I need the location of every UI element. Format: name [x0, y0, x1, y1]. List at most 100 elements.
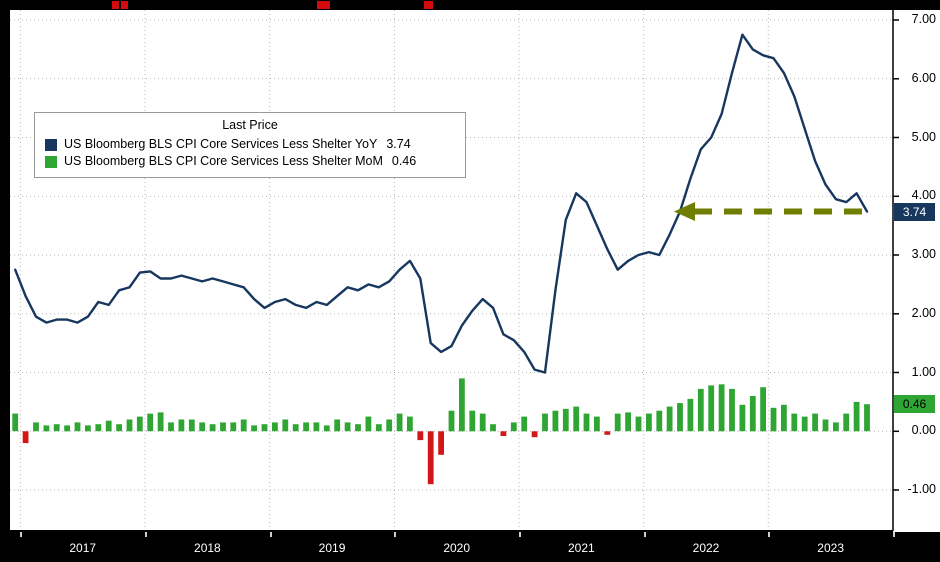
mom-bar[interactable] [864, 404, 870, 432]
mom-bar[interactable] [448, 410, 455, 432]
last-price-tag: 0.46 [894, 395, 935, 414]
mom-bar[interactable] [635, 416, 642, 432]
mom-bar[interactable] [396, 413, 403, 432]
mom-bar[interactable] [53, 424, 60, 432]
mom-bar[interactable] [74, 422, 81, 432]
mom-bar[interactable] [344, 422, 351, 432]
mom-bar[interactable] [43, 425, 50, 432]
mom-bar[interactable] [729, 388, 735, 432]
mom-bar[interactable] [178, 419, 185, 432]
mom-bar[interactable] [583, 413, 590, 432]
x-axis-year-label: 2020 [443, 541, 471, 555]
mom-bar[interactable] [749, 396, 756, 432]
mom-bar[interactable] [770, 407, 777, 432]
mom-bar[interactable] [822, 419, 829, 432]
mom-bar[interactable] [261, 424, 268, 432]
mom-bar[interactable] [251, 425, 257, 432]
legend-value-mom: 0.46 [391, 154, 417, 168]
mom-bar[interactable] [64, 425, 70, 432]
mom-bar[interactable] [500, 431, 507, 436]
mom-bar[interactable] [375, 424, 382, 432]
mom-bar[interactable] [157, 412, 164, 432]
mom-bar[interactable] [739, 404, 746, 432]
mom-bar[interactable] [282, 419, 289, 432]
mom-bar[interactable] [781, 404, 787, 432]
mom-bar[interactable] [407, 416, 413, 432]
mom-bar[interactable] [292, 424, 299, 432]
mom-bar[interactable] [95, 424, 102, 432]
x-axis-tick [768, 532, 770, 537]
mom-bar[interactable] [531, 431, 538, 438]
x-axis-tick [145, 532, 147, 537]
mom-bar[interactable] [833, 422, 839, 432]
mom-bar[interactable] [188, 419, 195, 432]
toolbar-red-fragment-icon [424, 1, 433, 9]
legend-box: Last Price US Bloomberg BLS CPI Core Ser… [34, 112, 466, 178]
mom-bar[interactable] [562, 408, 569, 432]
mom-bar[interactable] [386, 419, 393, 432]
mom-bar[interactable] [469, 410, 476, 432]
mom-bar[interactable] [220, 422, 226, 432]
mom-bar[interactable] [521, 416, 528, 432]
mom-bar[interactable] [303, 422, 309, 432]
mom-bar[interactable] [490, 424, 496, 432]
mom-bar[interactable] [105, 420, 112, 432]
mom-bar[interactable] [573, 406, 580, 432]
mom-bar[interactable] [22, 431, 29, 444]
mom-bar[interactable] [625, 412, 631, 432]
mom-bar[interactable] [427, 431, 434, 485]
mom-bar[interactable] [272, 422, 278, 432]
mom-bar[interactable] [542, 413, 548, 432]
mom-bar[interactable] [85, 425, 91, 432]
yoy-line[interactable] [13, 33, 869, 374]
x-axis-tick [644, 532, 646, 537]
mom-bar[interactable] [510, 422, 517, 432]
mom-bar[interactable] [459, 378, 465, 432]
mom-bar[interactable] [334, 419, 341, 432]
mom-bar[interactable] [126, 419, 133, 432]
mom-bar[interactable] [853, 401, 860, 432]
y-axis-label: 5.00 [911, 129, 936, 144]
mom-bar[interactable] [552, 410, 559, 432]
mom-bar[interactable] [760, 387, 766, 432]
mom-bar[interactable] [666, 406, 673, 432]
mom-bar[interactable] [677, 403, 683, 432]
mom-bar[interactable] [365, 416, 372, 432]
mom-bar[interactable] [656, 410, 663, 432]
mom-bar[interactable] [323, 425, 330, 432]
mom-bar[interactable] [604, 431, 611, 435]
left-border-strip [0, 0, 10, 562]
legend-item-yoy[interactable]: US Bloomberg BLS CPI Core Services Less … [45, 136, 455, 153]
mom-bar[interactable] [843, 413, 850, 432]
mom-bar[interactable] [718, 384, 725, 432]
mom-bar[interactable] [697, 388, 704, 432]
mom-bar[interactable] [116, 424, 122, 432]
mom-bar[interactable] [479, 413, 486, 432]
mom-bar[interactable] [791, 413, 798, 432]
mom-bar[interactable] [801, 416, 808, 432]
mom-bar[interactable] [230, 422, 237, 432]
mom-bar[interactable] [136, 416, 143, 432]
mom-bar[interactable] [614, 413, 621, 432]
mom-bar[interactable] [199, 422, 206, 432]
mom-bar[interactable] [209, 424, 216, 432]
mom-bar[interactable] [687, 398, 694, 432]
mom-bar[interactable] [355, 424, 361, 432]
mom-bar[interactable] [594, 416, 600, 432]
yoy-color-swatch-icon [45, 138, 57, 151]
mom-bar[interactable] [438, 431, 444, 455]
y-axis-label: 4.00 [911, 188, 936, 203]
mom-bar[interactable] [33, 422, 39, 432]
mom-bar[interactable] [708, 385, 715, 432]
mom-bar[interactable] [12, 413, 19, 432]
mom-bar[interactable] [147, 413, 154, 432]
last-price-tag: 3.74 [894, 202, 935, 221]
mom-bar[interactable] [240, 419, 247, 432]
mom-bar[interactable] [417, 431, 424, 441]
mom-bar[interactable] [168, 422, 174, 432]
mom-bar[interactable] [646, 413, 652, 432]
mom-bar[interactable] [313, 422, 320, 432]
mom-bar[interactable] [812, 413, 818, 432]
legend-item-mom[interactable]: US Bloomberg BLS CPI Core Services Less … [45, 153, 455, 170]
